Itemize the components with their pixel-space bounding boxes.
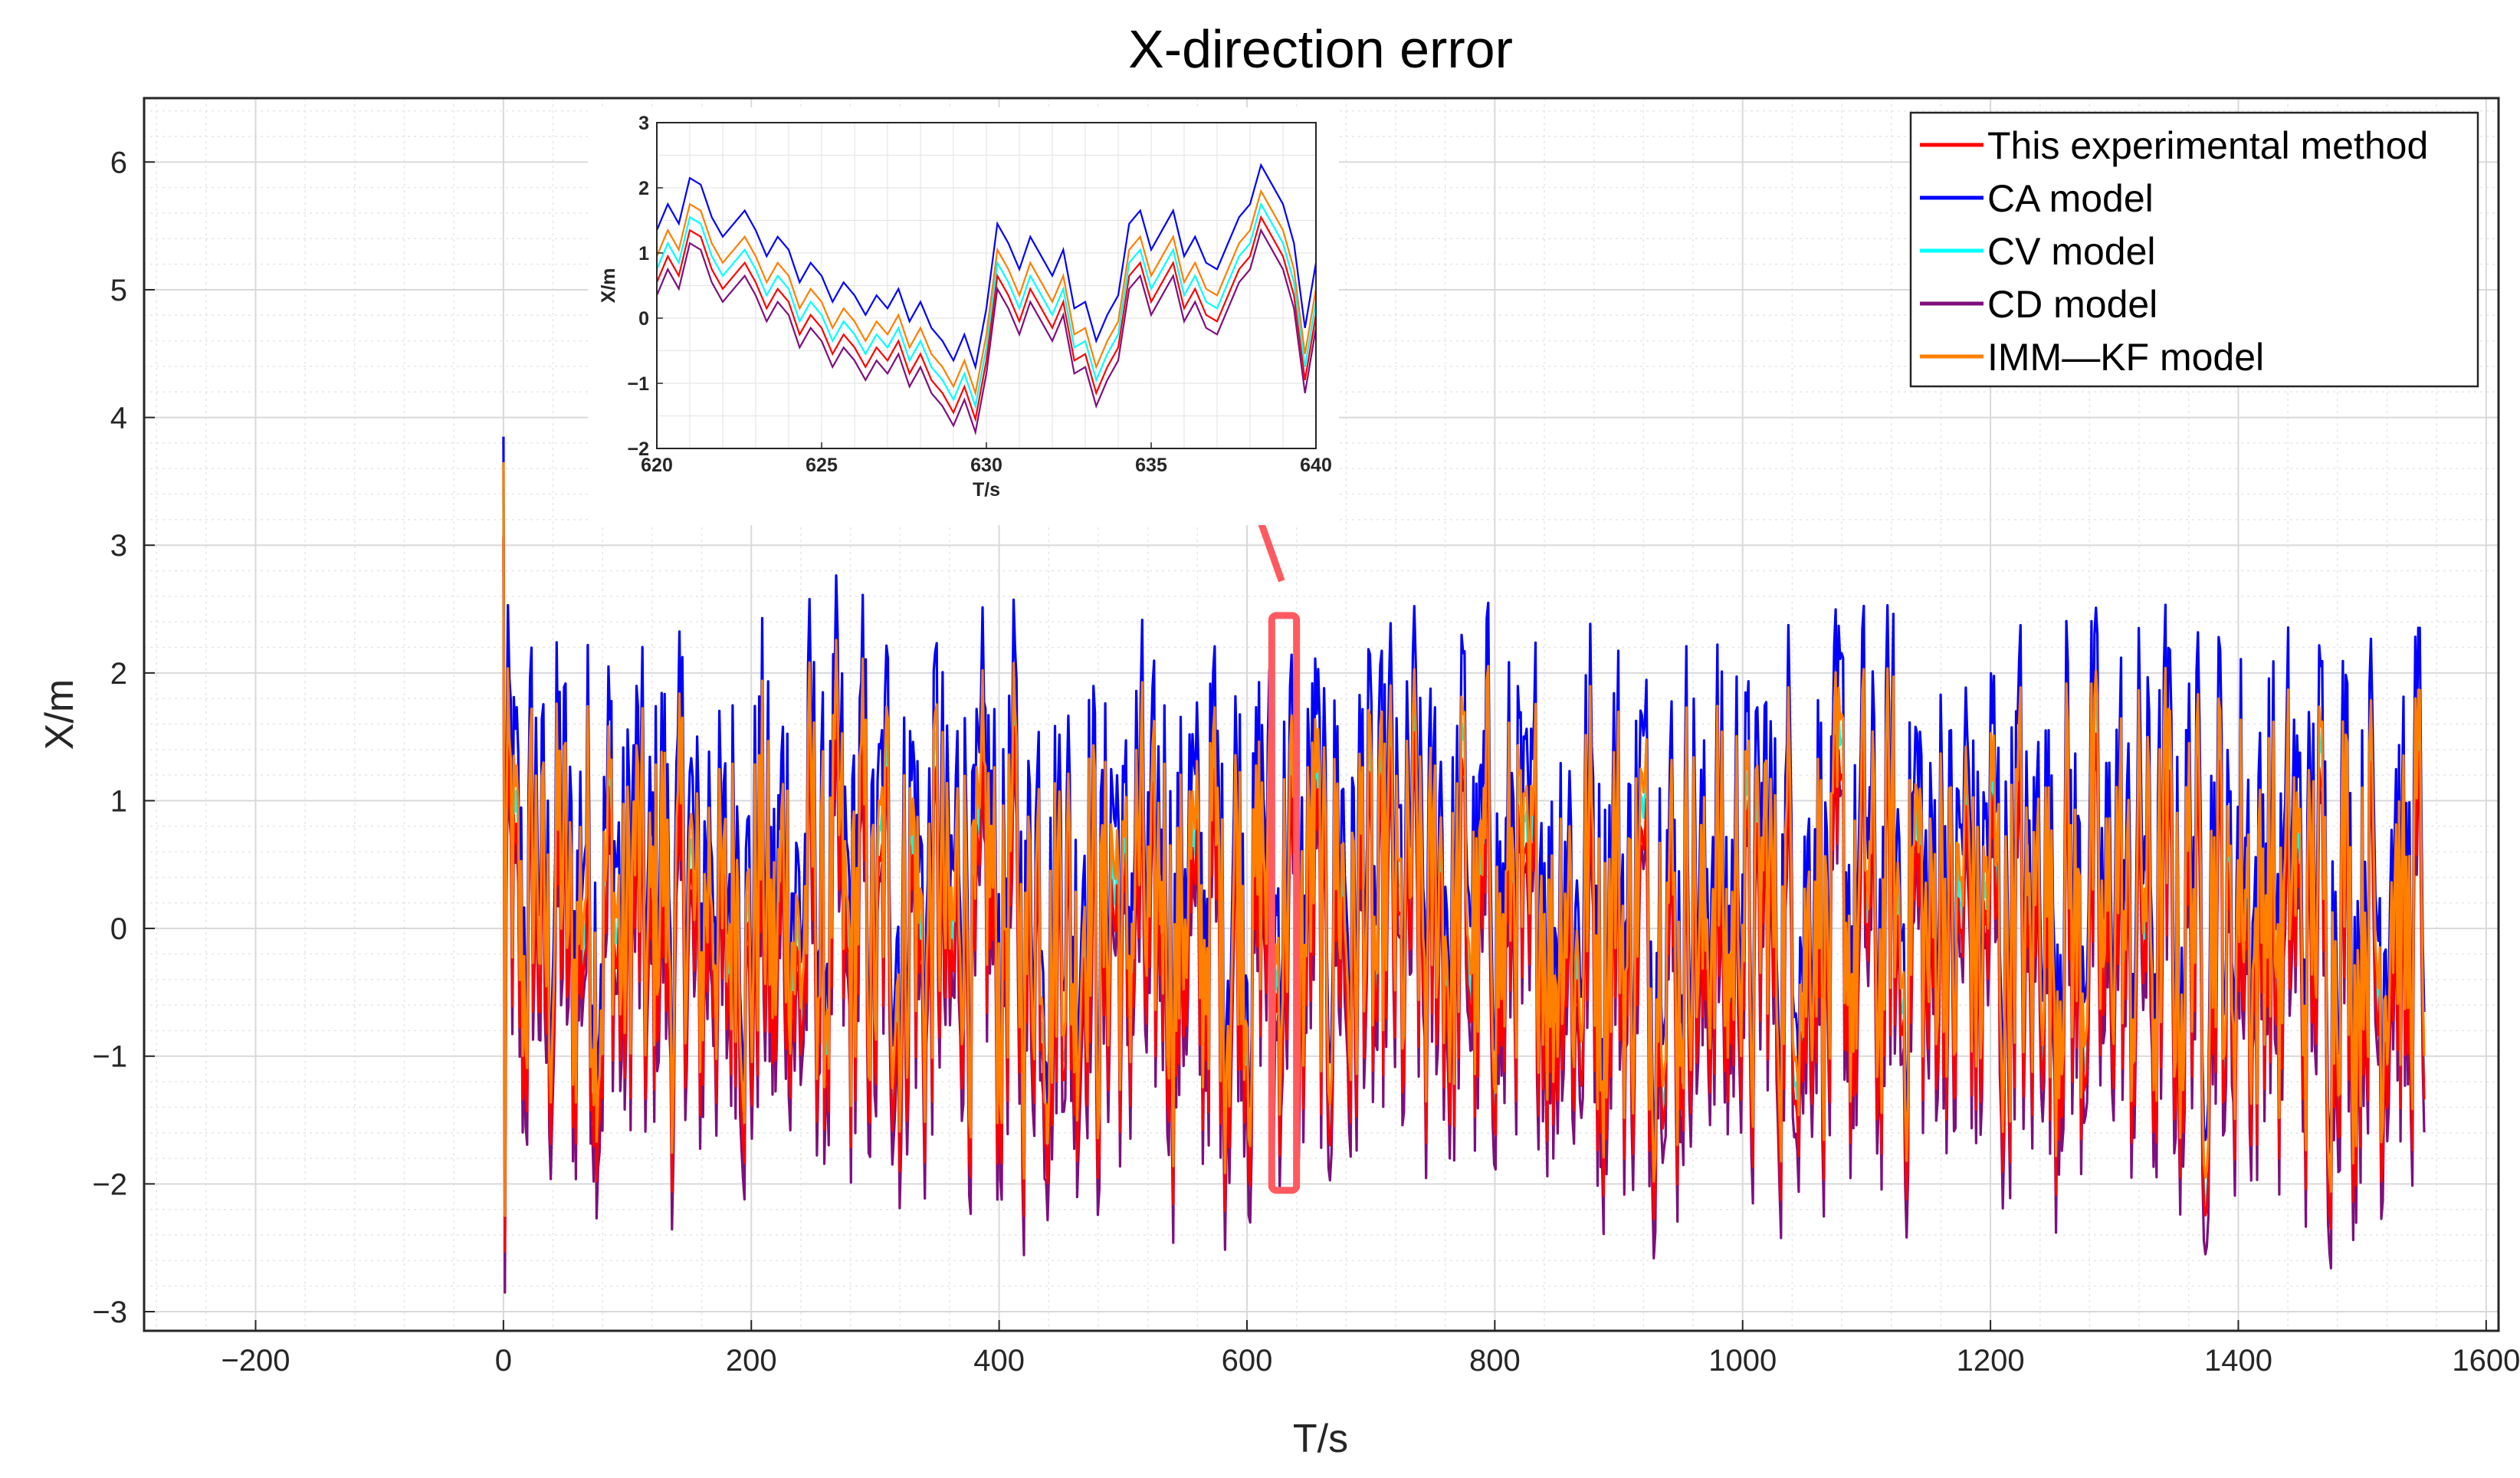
inset-y-axis-label: X/m: [598, 268, 619, 304]
y-tick-label: −2: [92, 1168, 127, 1201]
inset-x-tick-label: 640: [1300, 455, 1332, 476]
x-tick-label: 1000: [1708, 1344, 1777, 1378]
inset-x-tick-label: 625: [806, 455, 838, 476]
y-tick-label: 0: [110, 912, 127, 946]
inset-series-line: [655, 215, 1317, 423]
x-tick-label: 400: [973, 1344, 1025, 1378]
x-tick-label: 1400: [2204, 1344, 2272, 1378]
y-tick-label: −1: [92, 1040, 127, 1074]
x-tick-label: 200: [726, 1344, 777, 1378]
y-tick-label: 5: [110, 274, 127, 307]
y-axis-ticks: −3 −2 −1 0 1 2 3 4 5 6: [92, 146, 155, 1329]
inset-y-tick-label: 2: [638, 178, 649, 199]
series-group: [502, 436, 2426, 1294]
plot-frame: [143, 97, 2500, 1332]
inset-y-tick-label: 3: [638, 113, 649, 134]
legend: This experimental method CA model CV model…: [1909, 111, 2479, 388]
inset-x-axis-label: T/s: [973, 479, 1000, 501]
highlight-box: [1268, 612, 1301, 1194]
inset-y-tick-label: 0: [638, 308, 649, 330]
x-tick-label: −200: [221, 1344, 290, 1378]
x-tick-label: 800: [1469, 1344, 1521, 1378]
y-tick-label: 4: [110, 402, 127, 435]
legend-box: [1909, 111, 2479, 388]
inset-series-line: [655, 228, 1317, 436]
inset-y-tick-label: −1: [627, 373, 649, 395]
legend-label: CA model: [1987, 177, 2154, 220]
inset-y-tick-label: −2: [627, 438, 649, 460]
y-tick-label: 1: [110, 784, 127, 818]
y-tick-label: −3: [92, 1296, 127, 1329]
legend-label: CV model: [1987, 230, 2156, 273]
inset-chart: 620 625 630 635 640 −2 −1 0 1 2 3 T/s X/m: [588, 107, 1339, 525]
inset-x-tick-label: 630: [970, 455, 1002, 476]
inset-x-tick-label: 620: [641, 455, 673, 476]
inset-series-line: [655, 163, 1317, 371]
inset-x-tick-label: 635: [1135, 455, 1167, 476]
y-tick-label: 6: [110, 146, 127, 179]
y-tick-label: 3: [110, 529, 127, 563]
x-axis-ticks: −200 0 200 400 600 800 1000 1200 1400 1600: [221, 1320, 2520, 1378]
inset-y-tick-label: 1: [638, 243, 649, 264]
inset-background: [588, 107, 1339, 525]
x-tick-label: 1200: [1957, 1344, 2025, 1378]
y-tick-label: 2: [110, 657, 127, 691]
y-axis-label: X/m: [38, 679, 82, 750]
chart-title: X-direction error: [1128, 19, 1513, 79]
legend-label: IMM—KF model: [1987, 336, 2264, 379]
legend-label: This experimental method: [1987, 124, 2428, 167]
x-tick-label: 0: [495, 1344, 512, 1378]
legend-label: CD model: [1987, 283, 2157, 326]
x-axis-label: T/s: [1293, 1417, 1348, 1461]
x-tick-label: 1600: [2452, 1344, 2520, 1378]
x-tick-label: 600: [1222, 1344, 1273, 1378]
inset-series-line: [655, 189, 1317, 397]
series-line: [502, 461, 2426, 1217]
inset-series-line: [655, 202, 1317, 410]
